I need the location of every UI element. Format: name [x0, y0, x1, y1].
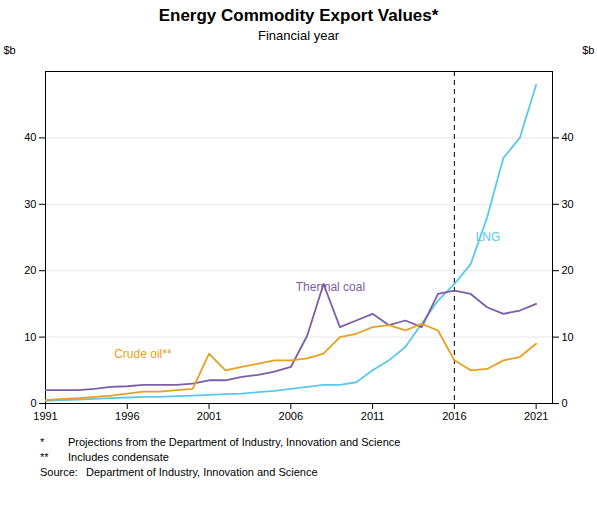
html-text:Includes condensate: Includes condensate: [68, 451, 169, 463]
svg-text:40: 40: [24, 131, 36, 143]
svg-text:1996: 1996: [115, 410, 139, 422]
svg-text:30: 30: [562, 198, 574, 210]
svg-text:20: 20: [562, 264, 574, 276]
svg-text:2006: 2006: [279, 410, 303, 422]
svg-text:2021: 2021: [524, 410, 548, 422]
svg-text:2011: 2011: [361, 410, 385, 422]
svg-text:30: 30: [24, 198, 36, 210]
svg-text:LNG: LNG: [476, 230, 501, 244]
html-text:Energy Commodity Export Values: Energy Commodity Export Values*: [158, 6, 439, 25]
svg-text:40: 40: [562, 131, 574, 143]
svg-text:2016: 2016: [442, 410, 466, 422]
html-text:Projections from the Departmen: Projections from the Department of Indus…: [68, 436, 401, 448]
svg-text:20: 20: [24, 264, 36, 276]
html-text:Source:: Source:: [40, 466, 78, 478]
svg-text:Crude oil**: Crude oil**: [114, 347, 172, 361]
svg-text:10: 10: [24, 331, 36, 343]
svg-text:1991: 1991: [33, 410, 57, 422]
svg-text:10: 10: [562, 331, 574, 343]
svg-text:$b: $b: [4, 44, 16, 56]
svg-text:Thermal coal: Thermal coal: [296, 280, 365, 294]
html-text:Department of Industry, Innova: Department of Industry, Innovation and S…: [86, 466, 318, 478]
html-text:Financial year: Financial year: [258, 28, 339, 43]
svg-text:0: 0: [562, 397, 568, 409]
svg-text:0: 0: [30, 397, 36, 409]
svg-text:$b: $b: [582, 44, 594, 56]
svg-text:2001: 2001: [197, 410, 221, 422]
